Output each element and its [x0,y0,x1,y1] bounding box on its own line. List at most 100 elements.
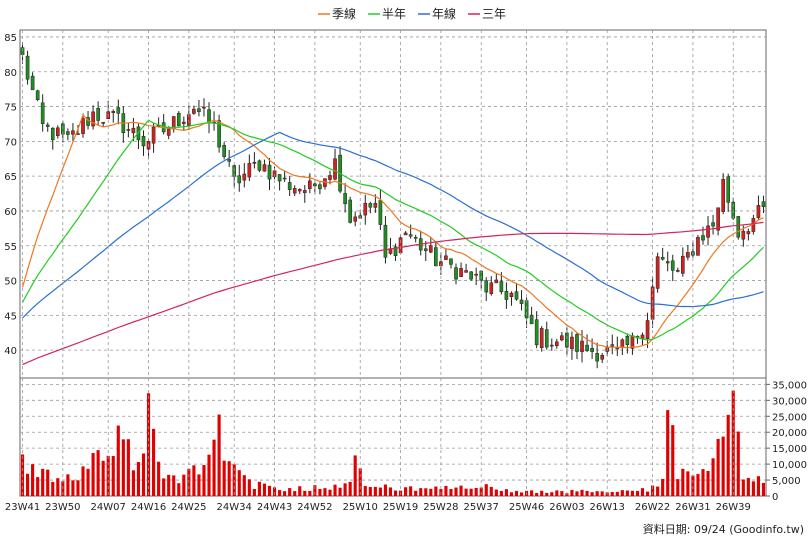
ma-line-156 [22,221,764,366]
candle-body [484,280,489,293]
candle-body [585,344,589,351]
volume-bar [681,468,685,496]
candle-body [580,340,584,352]
volume-bar [262,483,267,496]
candle-body [207,109,211,124]
volume-bar [514,490,519,496]
volume-bar [706,471,710,496]
x-tick-label: 23W41 [5,502,40,513]
volume-tick-label: 0 [772,492,778,503]
volume-bar [378,487,382,496]
candle-body [131,127,136,134]
volume-bar [46,469,50,496]
candle-body [318,184,322,190]
candle-body [308,180,312,189]
candle-body [217,120,221,148]
volume-bar [152,428,156,496]
x-tick-label: 24W16 [131,502,166,513]
volume-bar [721,436,725,496]
candle-body [701,235,705,241]
price-tick-label: 70 [4,137,17,148]
volume-bar [252,489,256,496]
volume-bar [66,474,70,496]
volume-bar [81,466,85,496]
candle-body [30,75,35,91]
volume-bar [202,465,206,496]
volume-bar [116,425,120,496]
volume-bar [570,489,574,496]
volume-bar [383,484,388,496]
candle-body [494,279,499,284]
volume-bar [167,474,171,496]
volume-bar [182,474,186,496]
candle-body [459,268,463,277]
volume-bar [635,490,640,496]
candle-body [333,158,337,180]
volume-bar [575,491,579,496]
volume-bar [696,474,700,496]
candle-body [166,128,171,136]
candle-body [393,246,398,257]
candle-body [524,300,529,319]
x-tick-label: 25W28 [423,502,458,513]
volume-bar [610,491,614,496]
candle-body [756,205,761,218]
volume-bar [31,464,35,496]
volume-bar [162,478,166,496]
candle-body [660,256,665,260]
candle-body [403,232,408,236]
ma-line-26 [21,119,764,341]
candle-body [670,260,675,271]
x-tick-label: 25W19 [383,502,418,513]
volume-bar [343,483,347,496]
volume-bar [121,439,125,496]
volume-tick-label: 25,000 [772,412,807,423]
volume-bar [474,487,478,496]
candle-body [297,189,302,192]
volume-bar [671,425,675,496]
volume-bar [494,489,498,496]
x-tick-label: 26W22 [635,502,670,513]
candle-body [151,126,156,144]
volume-bar [530,490,534,496]
volume-bar [550,492,554,496]
volume-bar [676,479,680,496]
candle-body [565,332,569,348]
volume-bar [126,439,130,496]
volume-bar [71,480,75,496]
x-tick-label: 26W39 [716,502,751,513]
volume-bar [645,491,650,496]
volume-bar [590,492,594,496]
volume-bar [585,490,589,496]
candle-body [549,344,554,347]
volume-bar [625,490,629,496]
volume-bar [409,486,413,496]
candle-body [368,203,373,208]
candle-body [514,291,519,300]
volume-bar [111,456,115,496]
volume-bar [640,488,645,496]
candle-body [454,267,458,280]
x-tick-label: 24W43 [257,502,292,513]
volume-bar [278,490,282,496]
volume-bar [76,480,80,496]
volume-bar [333,484,337,496]
volume-bar [424,488,428,496]
volume-bar [504,489,508,496]
volume-tick-label: 5,000 [772,476,801,487]
volume-bar [313,485,317,496]
candle-body [252,161,257,164]
x-tick-label: 26W31 [675,502,710,513]
volume-bar [499,490,503,496]
candle-body [287,182,292,190]
volume-bar [242,475,246,496]
candle-body [348,199,352,223]
candle-body [665,261,670,264]
candle-body [363,202,368,216]
candle-body [434,247,438,267]
candle-body [101,122,105,124]
volume-bar [157,461,161,496]
volume-bar [131,470,135,496]
legend: 季線 半年 年線 三年 [318,6,506,21]
